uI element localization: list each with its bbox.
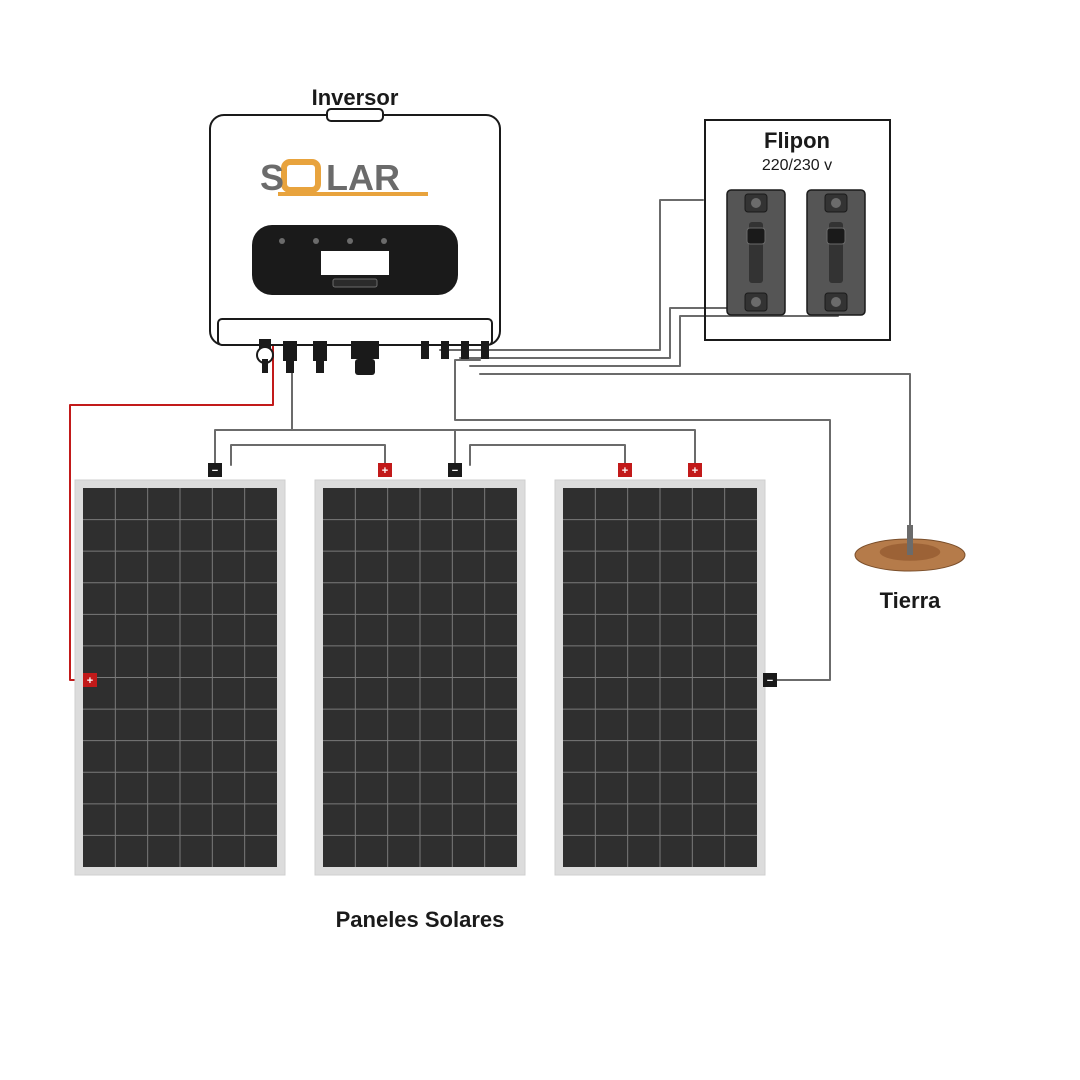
panel-terminal: − — [208, 463, 222, 477]
inverter-connector — [461, 341, 469, 359]
flipon-label: Flipon — [764, 128, 830, 153]
solar-panel — [315, 480, 525, 875]
inverter-label: Inversor — [312, 85, 399, 110]
breaker — [727, 190, 785, 315]
inverter-connector — [257, 339, 273, 373]
flipon-sublabel: 220/230 v — [762, 157, 832, 174]
solar-wiring-diagram: Inversor S LAR Flipon 220/230 v Tierra + − + − + + −… — [0, 0, 1080, 1080]
wire — [292, 430, 455, 465]
inverter-connector — [283, 341, 297, 373]
svg-text:+: + — [87, 675, 93, 687]
panels-label: Paneles Solares — [336, 907, 505, 932]
panel-terminal: − — [763, 673, 777, 687]
ground — [855, 525, 965, 571]
svg-text:+: + — [692, 465, 698, 477]
wire — [231, 445, 385, 465]
inverter — [210, 109, 500, 375]
svg-text:−: − — [212, 465, 218, 477]
solar-panel — [555, 480, 765, 875]
inverter-connector — [421, 341, 429, 359]
svg-text:−: − — [767, 675, 773, 687]
brand-rest: LAR — [326, 157, 400, 198]
wire — [470, 445, 625, 465]
ground-label: Tierra — [880, 588, 942, 613]
brand-s: S — [260, 157, 284, 198]
panel-terminal: + — [378, 463, 392, 477]
panel-terminal: + — [618, 463, 632, 477]
solar-panel — [75, 480, 285, 875]
panel-terminal: + — [688, 463, 702, 477]
wire — [292, 430, 695, 465]
inverter-connector — [313, 341, 327, 373]
panel-terminal: + — [83, 673, 97, 687]
svg-text:+: + — [382, 465, 388, 477]
inverter-connector — [441, 341, 449, 359]
svg-text:−: − — [452, 465, 458, 477]
panel-terminal: − — [448, 463, 462, 477]
inverter-connector — [481, 341, 489, 359]
breaker — [807, 190, 865, 315]
svg-text:+: + — [622, 465, 628, 477]
inverter-connector — [351, 341, 379, 375]
